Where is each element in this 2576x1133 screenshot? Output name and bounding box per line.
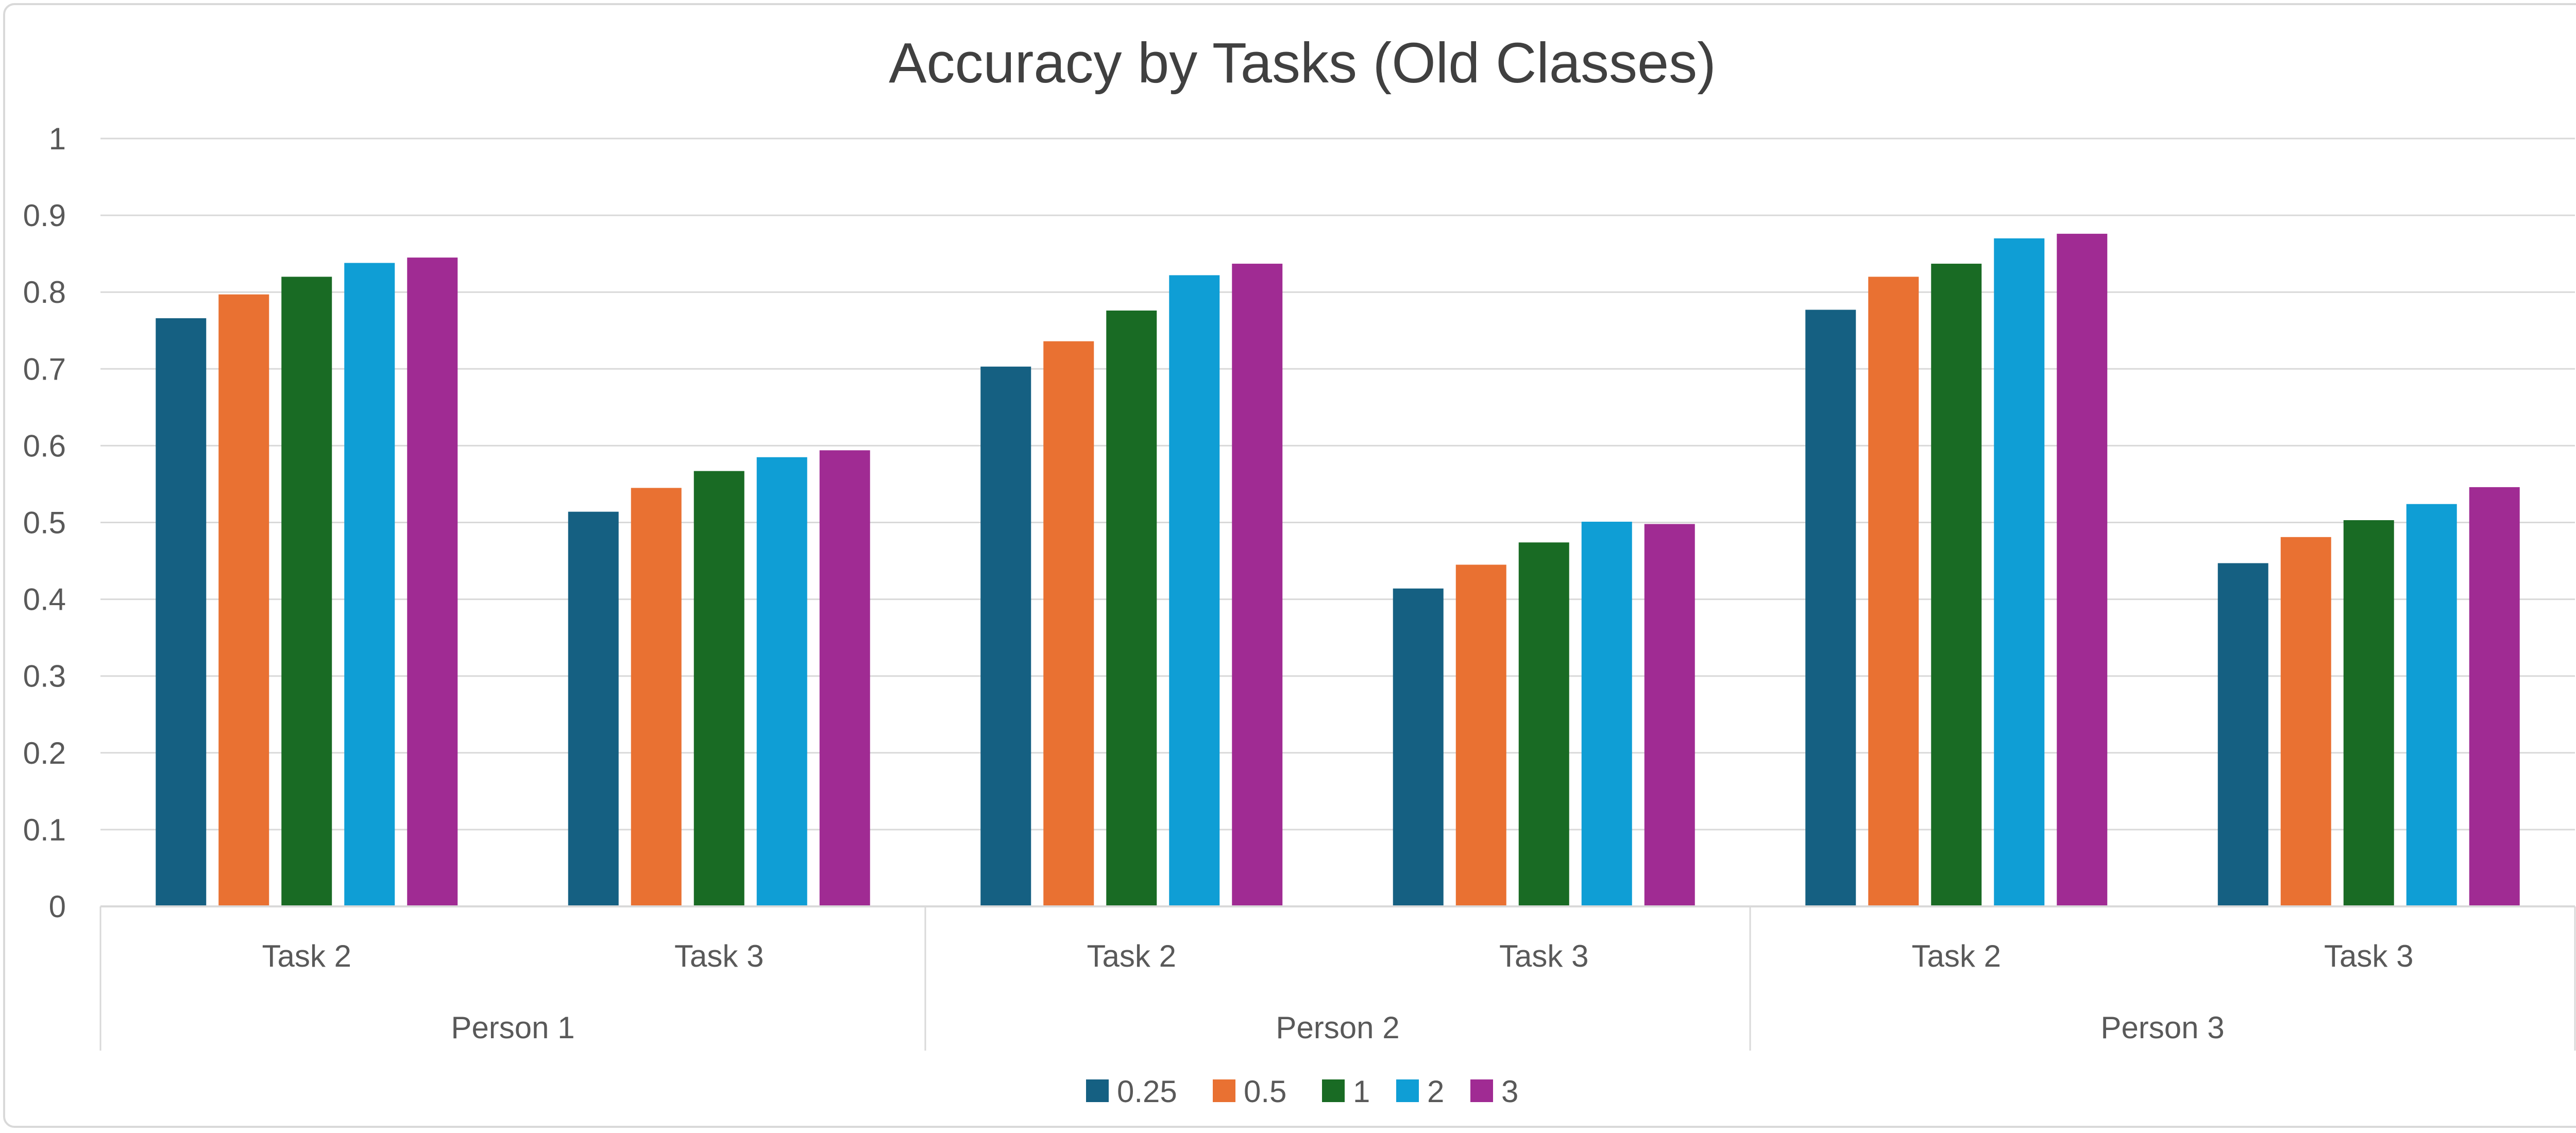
- y-tick-label: 0.8: [23, 275, 66, 310]
- bar-3-cat-2: [819, 450, 870, 906]
- bar-0.5-cat-2: [631, 488, 682, 906]
- x-category-label: Task 3: [1499, 939, 1588, 973]
- bar-2-cat-1: [344, 263, 395, 906]
- y-tick-label: 0: [49, 889, 66, 924]
- legend-swatch: [1086, 1079, 1109, 1102]
- bar-0.25-cat-1: [156, 318, 207, 906]
- bar-0.25-cat-4: [1393, 588, 1444, 906]
- bar-0.25-cat-2: [568, 511, 619, 906]
- bar-1-cat-5: [1931, 264, 1982, 906]
- bar-0.5-cat-4: [1455, 564, 1506, 906]
- bar-3-cat-6: [2469, 487, 2520, 906]
- legend-label: 0.5: [1244, 1074, 1286, 1109]
- bar-1-cat-1: [281, 277, 332, 906]
- x-group-label: Person 3: [2100, 1010, 2224, 1045]
- y-tick-label: 0.5: [23, 506, 66, 540]
- y-tick-label: 0.6: [23, 428, 66, 463]
- bar-0.25-cat-6: [2217, 563, 2268, 906]
- bars: [156, 233, 2520, 907]
- bar-2-cat-3: [1169, 275, 1220, 907]
- x-category-label: Task 3: [674, 939, 764, 973]
- x-group-label: Person 2: [1276, 1010, 1399, 1045]
- y-tick-label: 0.1: [23, 813, 66, 847]
- y-tick-label: 1: [49, 122, 66, 156]
- legend-swatch: [1213, 1079, 1235, 1102]
- bar-3-cat-1: [407, 258, 458, 907]
- legend-label: 2: [1427, 1074, 1444, 1109]
- x-axis: Task 2 Task 3 Task 2 Task 3 Task 2 Task 3 Pers…: [99, 905, 2576, 1051]
- bar-0.5-cat-3: [1043, 341, 1094, 906]
- bar-3-cat-4: [1644, 524, 1695, 906]
- x-category-label: Task 2: [1912, 939, 2001, 973]
- bar-0.5-cat-5: [1868, 277, 1919, 906]
- chart-container: Accuracy by Tasks (Old Classes) 0 0.1 0.2 0…: [3, 3, 2576, 1128]
- y-tick-label: 0.4: [23, 582, 66, 617]
- bar-3-cat-3: [1232, 264, 1283, 906]
- bar-2-cat-6: [2406, 504, 2457, 906]
- bar-1-cat-2: [693, 471, 744, 906]
- legend-label: 1: [1353, 1074, 1370, 1109]
- bar-3-cat-5: [2057, 233, 2108, 906]
- legend-swatch: [1470, 1079, 1493, 1102]
- bar-0.25-cat-3: [980, 366, 1031, 906]
- bar-1-cat-4: [1518, 542, 1569, 906]
- legend-label: 0.25: [1117, 1074, 1177, 1109]
- y-tick-label: 0.3: [23, 659, 66, 694]
- legend-swatch: [1396, 1079, 1419, 1102]
- y-axis: 0 0.1 0.2 0.3 0.4 0.5 0.6 0.7 0.8 0.9 1: [23, 122, 66, 924]
- x-category-label: Task 3: [2324, 939, 2413, 973]
- legend-swatch: [1322, 1079, 1345, 1102]
- bar-1-cat-6: [2343, 520, 2394, 906]
- y-tick-label: 0.7: [23, 352, 66, 386]
- y-tick-label: 0.2: [23, 736, 66, 770]
- bar-1-cat-3: [1106, 310, 1157, 906]
- y-tick-label: 0.9: [23, 198, 66, 233]
- bar-0.5-cat-1: [218, 294, 269, 906]
- bar-0.5-cat-6: [2280, 537, 2331, 906]
- bar-0.25-cat-5: [1805, 310, 1856, 907]
- legend-label: 3: [1501, 1074, 1518, 1109]
- x-group-label: Person 1: [451, 1010, 574, 1045]
- chart-title: Accuracy by Tasks (Old Classes): [889, 31, 1716, 95]
- gridlines: [100, 138, 2575, 831]
- x-category-label: Task 2: [262, 939, 351, 973]
- legend: 0.25 0.5 1 2 3: [1086, 1074, 1518, 1109]
- bar-chart: Accuracy by Tasks (Old Classes) 00.10.20…: [23, 31, 2576, 1109]
- bar-2-cat-2: [756, 457, 807, 906]
- bar-2-cat-5: [1994, 238, 2045, 907]
- bar-2-cat-4: [1581, 522, 1632, 906]
- x-category-label: Task 2: [1087, 939, 1176, 973]
